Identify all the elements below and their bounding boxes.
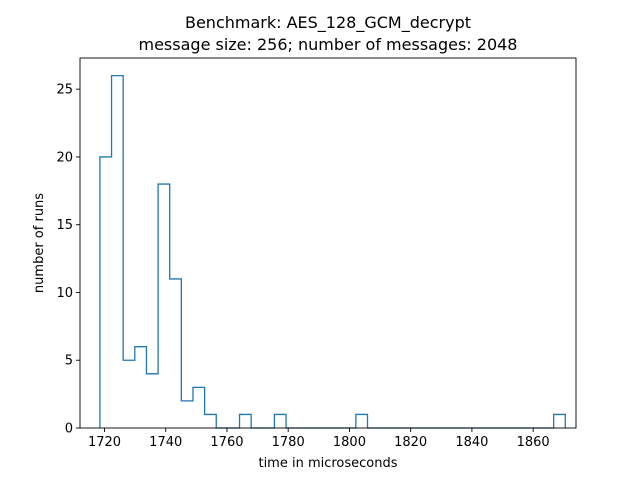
- histogram-bin: [193, 387, 205, 428]
- histogram-bin: [554, 414, 566, 428]
- y-tick-label: 15: [56, 218, 73, 233]
- x-tick-label: 1780: [272, 435, 305, 450]
- x-axis-label: time in microseconds: [258, 456, 397, 471]
- x-tick-label: 1720: [88, 435, 121, 450]
- plot-frame: [79, 57, 577, 429]
- histogram-bin: [356, 414, 368, 428]
- y-tick-label: 20: [56, 150, 73, 165]
- histogram-bin: [240, 414, 252, 428]
- x-tick-label: 1760: [210, 435, 243, 450]
- x-tick-label: 1840: [455, 435, 488, 450]
- x-tick-label: 1820: [394, 435, 427, 450]
- y-tick-label: 0: [65, 422, 73, 437]
- chart-subtitle: message size: 256; number of messages: 2…: [139, 35, 518, 54]
- histogram-bin: [123, 360, 135, 428]
- histogram-bin: [205, 414, 217, 428]
- histogram-bin: [274, 414, 286, 428]
- histogram-bin: [158, 184, 170, 428]
- y-axis-label: number of runs: [32, 193, 47, 293]
- histogram-bin: [100, 157, 112, 428]
- x-tick-label: 1800: [333, 435, 366, 450]
- y-tick-label: 25: [56, 83, 73, 98]
- chart-title: Benchmark: AES_128_GCM_decrypt: [185, 13, 471, 33]
- histogram-step-line: [99, 74, 566, 429]
- histogram-bin: [170, 279, 182, 428]
- histogram-bin: [146, 374, 158, 428]
- x-tick-label: 1740: [149, 435, 182, 450]
- y-tick-label: 5: [65, 354, 73, 369]
- histogram-bin: [181, 401, 193, 428]
- histogram-bin: [112, 76, 124, 428]
- x-tick-label: 1860: [517, 435, 550, 450]
- y-tick-label: 10: [56, 286, 73, 301]
- histogram-bin: [135, 347, 147, 428]
- plot-area: 1720 1740 1760 1780 1800 1820 1840 1860 0 5 10 15 20…: [56, 57, 577, 450]
